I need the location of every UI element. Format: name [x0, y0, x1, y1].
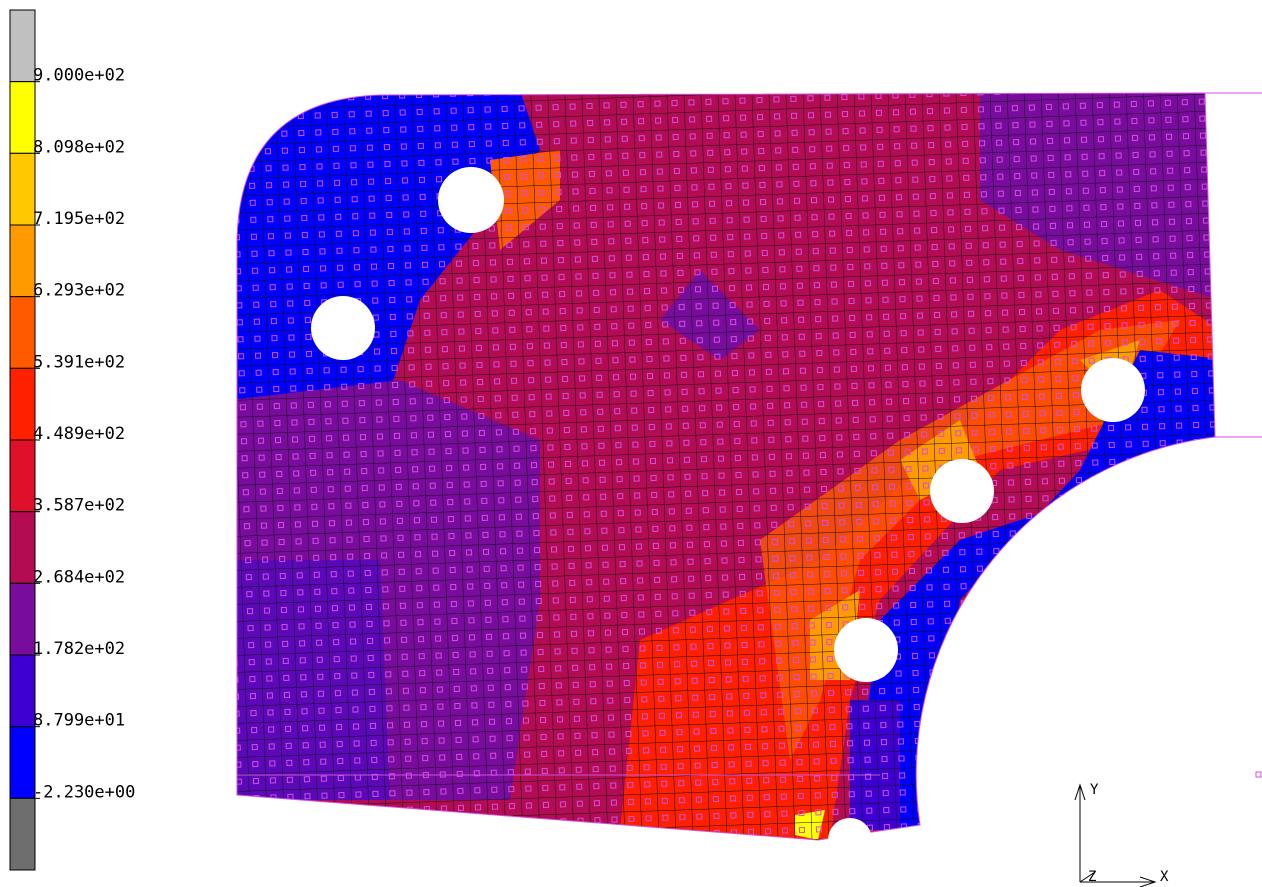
legend-label: 6.293e+02	[33, 281, 125, 301]
node	[1256, 772, 1261, 777]
legend-label: 9.000e+02	[33, 66, 125, 86]
page: 9.000e+02 8.098e+02 7.195e+02 6.293e+02 5.39…	[0, 0, 1262, 887]
legend-label: 2.684e+02	[33, 567, 125, 587]
color-legend: 9.000e+02 8.098e+02 7.195e+02 6.293e+02 5.39…	[10, 10, 135, 870]
legend-swatch	[10, 655, 35, 727]
legend-swatch	[10, 583, 35, 655]
legend-swatch	[10, 440, 35, 512]
legend-swatch	[10, 727, 35, 799]
legend-label: 4.489e+02	[33, 424, 125, 444]
triad-x: X	[1160, 869, 1169, 885]
legend-swatch	[10, 512, 35, 584]
model	[230, 90, 1230, 850]
legend-swatch	[10, 368, 35, 440]
legend-label: 7.195e+02	[33, 209, 125, 229]
legend-swatch	[10, 798, 35, 870]
legend-label: 8.098e+02	[33, 137, 125, 157]
legend-label: 8.799e+01	[33, 711, 125, 731]
triad-y: Y	[1090, 782, 1099, 798]
triad-z: Z	[1088, 869, 1096, 885]
legend-label: 1.782e+02	[33, 639, 125, 659]
legend-label: 3.587e+02	[33, 496, 125, 516]
legend-label: 5.391e+02	[33, 352, 125, 372]
axis-triad	[1075, 785, 1155, 887]
legend-label: -2.230e+00	[33, 782, 135, 802]
legend-swatch	[10, 10, 35, 82]
legend-swatch	[10, 225, 35, 297]
legend-swatch	[10, 297, 35, 369]
legend-swatch	[10, 153, 35, 225]
legend-swatch	[10, 82, 35, 154]
fea-view: 9.000e+02 8.098e+02 7.195e+02 6.293e+02 5.39…	[0, 0, 1262, 887]
